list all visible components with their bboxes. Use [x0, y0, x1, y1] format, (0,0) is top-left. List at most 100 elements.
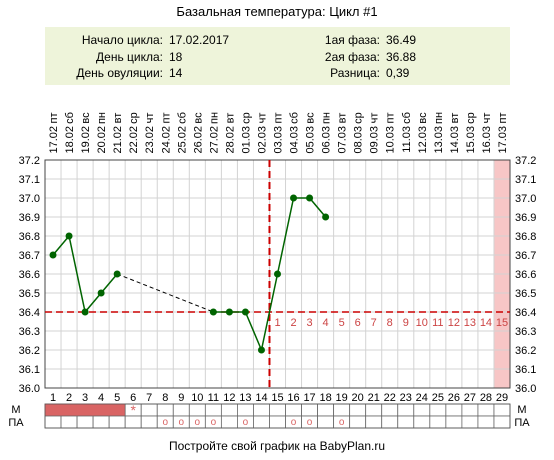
pa-cell	[445, 415, 463, 429]
y-tick-label-left: 36.4	[19, 307, 40, 319]
pa-cell	[349, 415, 367, 429]
day-label: 20	[352, 392, 364, 404]
menstruation-cell	[220, 403, 238, 417]
pa-cell	[220, 415, 238, 429]
day-label: 3	[82, 392, 88, 404]
date-label: 17.03	[497, 126, 509, 154]
pa-mark: o	[179, 417, 185, 428]
day-label: 11	[208, 392, 219, 404]
pa-mark: o	[307, 417, 313, 428]
date-label: 13.03	[433, 126, 445, 154]
temperature-point	[306, 194, 314, 202]
luteal-day-label: 13	[464, 317, 476, 329]
y-tick-label-left: 36.0	[19, 383, 40, 395]
date-label: 16.03	[481, 126, 493, 154]
date-label: 05.03	[305, 126, 317, 154]
temperature-point	[290, 194, 298, 202]
menstruation-cell	[188, 403, 206, 417]
temperature-point	[49, 251, 57, 259]
day-label: 9	[178, 392, 184, 404]
y-tick-label-right: 37.2	[515, 155, 536, 167]
day-label: 26	[448, 392, 460, 404]
weekday-label: пт	[160, 113, 172, 124]
menstruation-cell	[397, 403, 415, 417]
y-tick-label-right: 36.0	[515, 383, 536, 395]
day-label: 16	[287, 392, 299, 404]
chart-title: Базальная температура: Цикл #1	[176, 4, 377, 19]
pa-cell	[413, 415, 431, 429]
weekday-label: сб	[176, 112, 188, 124]
day-label: 19	[336, 392, 348, 404]
luteal-day-label: 7	[371, 317, 377, 329]
y-tick-label-left: 36.3	[19, 326, 40, 338]
weekday-label: сб	[401, 112, 413, 124]
menstruation-cell	[301, 403, 318, 417]
date-label: 23.02	[144, 126, 156, 154]
plot-frame	[44, 159, 511, 389]
y-tick-label-left: 36.8	[19, 231, 40, 243]
date-label: 20.02	[96, 126, 108, 154]
y-tick-label-left: 36.6	[19, 269, 40, 281]
day-label: 5	[114, 392, 120, 404]
luteal-day-label: 1	[274, 317, 280, 329]
row-label-pa-left: ПА	[8, 417, 24, 429]
pa-cell	[269, 415, 286, 429]
date-label: 04.03	[289, 126, 301, 154]
weekday-label: ср	[465, 112, 477, 124]
menstruation-cell	[461, 403, 479, 417]
weekday-label: пт	[273, 113, 285, 124]
day-label: 8	[162, 392, 168, 404]
menstruation-cell	[92, 403, 110, 417]
luteal-day-label: 3	[307, 317, 313, 329]
weekday-label: чт	[144, 113, 156, 124]
luteal-day-label: 4	[323, 317, 329, 329]
day-label: 25	[432, 392, 444, 404]
date-label: 28.02	[224, 126, 236, 154]
y-tick-label-right: 36.5	[515, 288, 536, 300]
series-gap-segment	[116, 273, 214, 313]
temperature-point	[113, 270, 121, 278]
menstruation-cell	[140, 403, 158, 417]
ovulation-day-label: День овуляции:	[76, 66, 163, 80]
day-label: 10	[191, 392, 203, 404]
menstruation-cell	[269, 403, 286, 417]
y-tick-label-right: 36.8	[515, 231, 536, 243]
phase2-value: 36.88	[386, 50, 416, 64]
pa-cell	[76, 415, 94, 429]
series-segment	[276, 197, 295, 275]
weekday-label: чт	[369, 113, 381, 124]
pa-cell	[365, 415, 383, 429]
pa-cell	[140, 415, 158, 429]
day-label: 12	[223, 392, 235, 404]
cycle-day-value: 18	[169, 50, 183, 64]
menstruation-cell	[413, 403, 431, 417]
weekday-label: пн	[96, 112, 108, 124]
luteal-day-label: 6	[355, 317, 361, 329]
date-label: 24.02	[160, 126, 172, 154]
weekday-label: чт	[481, 113, 493, 124]
day-label: 24	[416, 392, 428, 404]
weekday-label: пн	[433, 112, 445, 124]
pa-cell	[461, 415, 479, 429]
weekday-label: вт	[112, 113, 124, 124]
pa-mark: o	[162, 417, 168, 428]
y-tick-label-left: 37.1	[19, 174, 40, 186]
menstruation-cell	[108, 403, 126, 417]
pa-mark: o	[211, 417, 217, 428]
menstruation-cell	[477, 403, 495, 417]
y-tick-label-right: 37.0	[515, 193, 536, 205]
pa-mark: o	[339, 417, 345, 428]
date-label: 22.02	[128, 126, 140, 154]
date-label: 15.03	[465, 126, 477, 154]
pa-cell	[493, 415, 511, 429]
menstruation-cell	[365, 403, 383, 417]
footer-link[interactable]: Постройте свой график на BabyPlan.ru	[169, 439, 385, 453]
date-label: 07.03	[337, 126, 349, 154]
temperature-point	[225, 308, 233, 316]
date-label: 10.03	[385, 126, 397, 154]
rows-frame	[44, 403, 511, 429]
day-label: 18	[319, 392, 331, 404]
y-tick-label-left: 36.1	[19, 364, 40, 376]
menstruation-cell	[237, 403, 254, 417]
weekday-label: вс	[192, 112, 204, 124]
